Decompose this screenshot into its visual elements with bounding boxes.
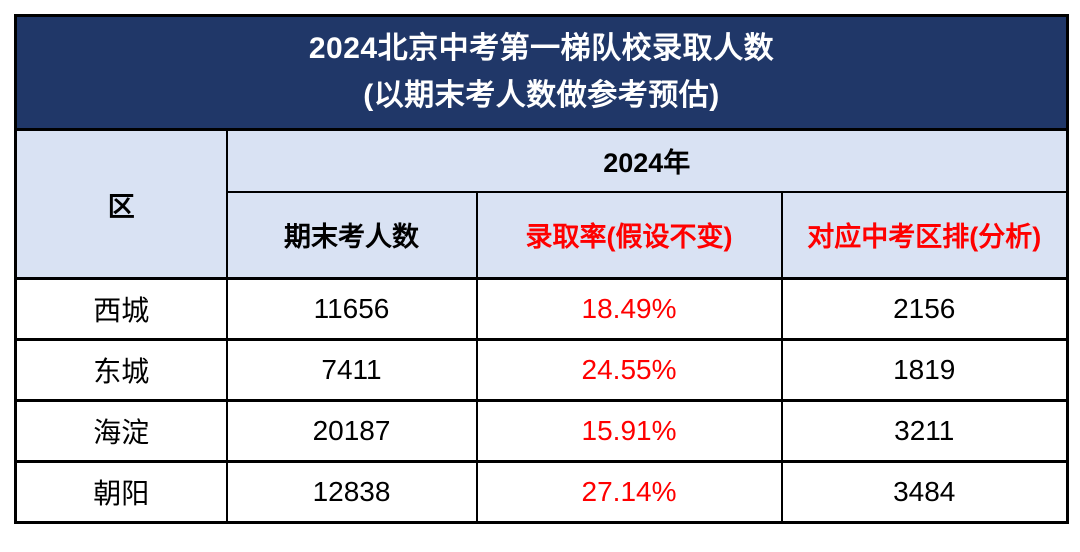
year-group-header: 2024年: [225, 128, 1069, 193]
column-header-final-exam-count: 期末考人数: [225, 190, 478, 280]
column-header-admission-rate: 录取率(假设不变): [475, 190, 783, 280]
title-row: 2024北京中考第一梯队校录取人数 (以期末考人数做参考预估): [14, 14, 1069, 131]
admission-rate-cell: 15.91%: [475, 399, 783, 463]
final-exam-count-cell: 12838: [225, 460, 478, 524]
district-cell: 朝阳: [14, 460, 228, 524]
table-row-xicheng: 西城 11656 18.49% 2156: [14, 277, 1069, 341]
final-exam-count-cell: 11656: [225, 277, 478, 341]
table-title: 2024北京中考第一梯队校录取人数 (以期末考人数做参考预估): [14, 14, 1069, 131]
district-rank-cell: 2156: [780, 277, 1069, 341]
district-cell: 西城: [14, 277, 228, 341]
final-exam-count-cell: 20187: [225, 399, 478, 463]
year-header-row: 区 2024年: [14, 128, 1069, 280]
table-row-dongcheng: 东城 7411 24.55% 1819: [14, 338, 1069, 402]
district-rank-cell: 3211: [780, 399, 1069, 463]
admissions-table: 2024北京中考第一梯队校录取人数 (以期末考人数做参考预估) 区 2024年 …: [14, 14, 1069, 524]
column-header-row: 期末考人数 录取率(假设不变) 对应中考区排(分析): [16, 190, 1069, 280]
table-row-haidian: 海淀 20187 15.91% 3211: [14, 399, 1069, 463]
district-column-header: 区: [14, 128, 228, 280]
admission-rate-cell: 18.49%: [475, 277, 783, 341]
column-header-district-rank: 对应中考区排(分析): [780, 190, 1069, 280]
table-title-line1: 2024北京中考第一梯队校录取人数: [308, 32, 775, 65]
district-cell: 东城: [14, 338, 228, 402]
admission-rate-cell: 24.55%: [475, 338, 783, 402]
district-rank-cell: 3484: [780, 460, 1069, 524]
admission-rate-cell: 27.14%: [475, 460, 783, 524]
district-cell: 海淀: [14, 399, 228, 463]
table-title-line2: (以期末考人数做参考预估): [363, 78, 720, 112]
final-exam-count-cell: 7411: [225, 338, 478, 402]
table-row-chaoyang: 朝阳 12838 27.14% 3484: [14, 460, 1069, 524]
district-rank-cell: 1819: [780, 338, 1069, 402]
